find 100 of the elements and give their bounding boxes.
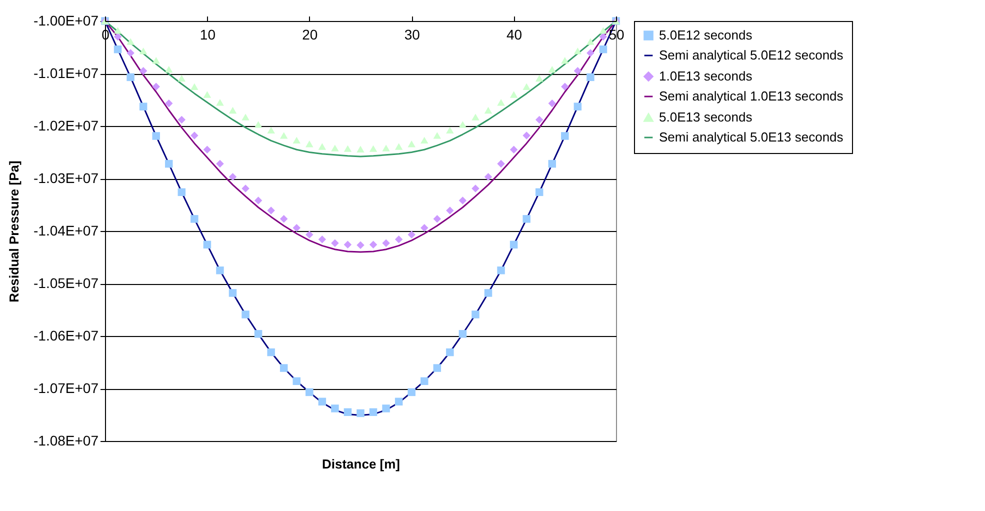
x-tick-label: 20 — [302, 26, 318, 42]
point — [318, 398, 326, 406]
point — [306, 140, 314, 148]
point — [190, 132, 198, 140]
point — [510, 91, 518, 98]
point — [472, 184, 480, 192]
point — [356, 409, 364, 418]
point — [420, 136, 428, 144]
point — [599, 27, 608, 34]
point — [599, 32, 608, 41]
point — [510, 240, 518, 249]
point — [446, 126, 454, 134]
point — [178, 116, 186, 124]
point — [472, 310, 480, 318]
point — [331, 239, 339, 247]
point — [522, 132, 530, 140]
point — [242, 114, 250, 120]
point — [574, 102, 582, 110]
point — [561, 82, 569, 90]
point — [280, 364, 288, 372]
point — [408, 388, 416, 396]
point — [165, 66, 173, 73]
point — [139, 67, 148, 75]
point — [522, 83, 530, 90]
point — [318, 143, 326, 150]
point — [574, 48, 582, 54]
point — [446, 348, 454, 356]
point — [126, 73, 134, 82]
point — [114, 27, 122, 34]
y-tick-label: -1.07E+07 — [34, 380, 99, 396]
legend-label: Semi analytical 5.0E12 seconds — [659, 48, 844, 62]
point — [254, 196, 262, 204]
point — [280, 132, 288, 139]
point — [139, 102, 148, 110]
point — [228, 173, 237, 181]
legend-label: 5.0E12 seconds — [659, 28, 753, 42]
point — [254, 330, 262, 338]
point — [292, 136, 300, 144]
point — [306, 388, 314, 396]
point — [267, 206, 275, 214]
point — [433, 215, 442, 223]
point — [408, 230, 416, 239]
y-tick-label: -1.02E+07 — [34, 118, 99, 134]
point — [331, 144, 339, 152]
legend-label: Semi analytical 5.0E13 seconds — [659, 130, 844, 144]
point — [203, 146, 212, 154]
point — [458, 121, 467, 128]
point — [190, 215, 198, 223]
point — [344, 145, 352, 152]
point — [420, 377, 428, 386]
point — [267, 348, 275, 356]
legend-label: Semi analytical 1.0E13 seconds — [659, 88, 844, 104]
point — [369, 240, 378, 249]
point — [394, 398, 403, 406]
y-tick-label: -1.08E+07 — [34, 432, 99, 448]
point — [599, 45, 608, 54]
point — [306, 230, 314, 239]
point — [535, 74, 544, 82]
point — [458, 330, 467, 338]
point — [382, 239, 390, 247]
point — [472, 114, 480, 120]
point — [139, 48, 148, 54]
point — [497, 160, 505, 168]
point — [216, 99, 224, 106]
point — [369, 408, 378, 416]
point — [433, 132, 442, 139]
point — [114, 45, 122, 54]
point — [548, 100, 556, 108]
point — [497, 266, 505, 274]
point — [242, 184, 250, 192]
y-tick-label: -1.03E+07 — [34, 170, 99, 186]
point — [228, 106, 237, 114]
y-axis-title: Residual Pressure [Pa] — [6, 160, 22, 302]
x-tick-label: 50 — [608, 26, 624, 42]
point — [394, 143, 403, 150]
point — [356, 146, 364, 152]
point — [484, 106, 492, 114]
x-tick-label: 40 — [506, 26, 522, 42]
point — [254, 121, 262, 128]
point — [484, 173, 492, 181]
point — [318, 236, 326, 244]
point — [280, 215, 288, 223]
point — [178, 188, 186, 196]
point — [561, 132, 569, 140]
point — [484, 289, 492, 297]
point — [394, 236, 403, 244]
point — [408, 140, 416, 148]
point — [216, 160, 224, 168]
x-axis-title: Distance [m] — [322, 456, 400, 472]
point — [382, 404, 390, 412]
point — [152, 82, 160, 90]
point — [522, 215, 530, 223]
legend-label: 1.0E13 seconds — [659, 68, 753, 84]
y-tick-label: -1.00E+07 — [34, 12, 99, 28]
point — [548, 160, 556, 168]
point — [369, 145, 378, 152]
x-tick-label: 10 — [200, 26, 216, 42]
point — [420, 224, 428, 232]
point — [216, 266, 224, 274]
point — [152, 57, 160, 64]
